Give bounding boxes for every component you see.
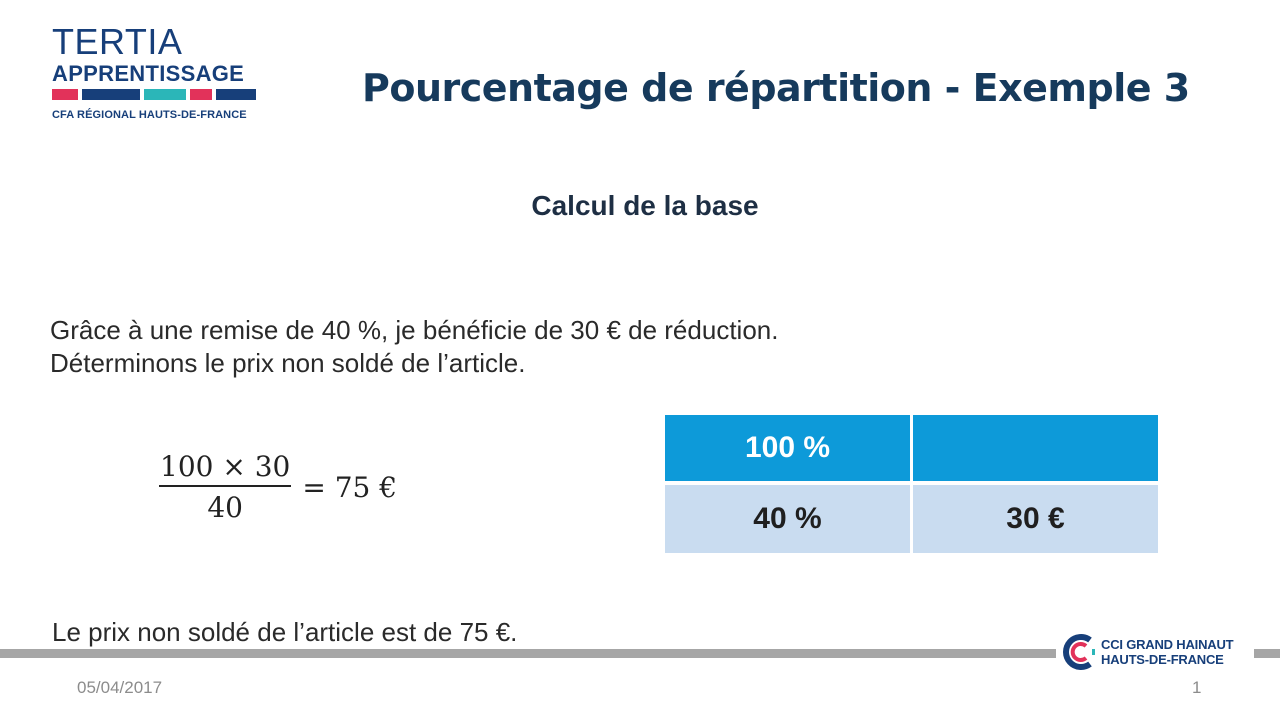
problem-line-1: Grâce à une remise de 40 %, je bénéficie… (50, 315, 779, 345)
conclusion-text: Le prix non soldé de l’article est de 75… (52, 617, 518, 647)
tertia-logo: TERTIA APPRENTISSAGE CFA RÉGIONAL HAUTS-… (52, 22, 262, 121)
slide-title: Pourcentage de répartition - Exemple 3 (362, 66, 1190, 110)
table-row-header: 100 % (665, 415, 1158, 485)
cci-text: CCI GRAND HAINAUT HAUTS-DE-FRANCE (1101, 637, 1234, 667)
problem-line-2: Déterminons le prix non soldé de l’artic… (50, 348, 526, 378)
logo-bar (52, 89, 78, 100)
table-row: 40 % 30 € (665, 483, 1158, 553)
calculation-formula: 100 × 30 40 = 75 € (156, 450, 397, 524)
logo-cfa-text: CFA RÉGIONAL HAUTS-DE-FRANCE (52, 109, 247, 121)
proportion-table: 100 % 40 % 30 € (665, 415, 1158, 553)
footer-divider (0, 649, 1280, 658)
footer-date: 05/04/2017 (77, 678, 163, 697)
table-cell-percent: 40 % (665, 483, 913, 553)
cci-line-2: HAUTS-DE-FRANCE (1101, 652, 1224, 667)
fraction-bar (159, 485, 292, 487)
logo-bar (144, 89, 186, 100)
logo-bar (216, 89, 256, 100)
table-cell-amount-total (911, 415, 1158, 485)
logo-apprentissage-text: APPRENTISSAGE (52, 61, 245, 86)
page-number: 1 (1192, 678, 1202, 697)
cci-line-1: CCI GRAND HAINAUT (1101, 637, 1234, 652)
problem-statement: Grâce à une remise de 40 %, je bénéficie… (50, 314, 778, 380)
table-cell-percent-total: 100 % (665, 415, 913, 485)
fraction-denominator: 40 (207, 491, 243, 524)
cci-emblem-icon (1063, 634, 1095, 670)
logo-color-bars (52, 89, 256, 100)
section-subtitle: Calcul de la base (531, 190, 759, 221)
logo-bar (82, 89, 140, 100)
fraction: 100 × 30 40 (156, 450, 294, 524)
table-cell-amount: 30 € (911, 483, 1158, 553)
formula-result: = 75 € (302, 470, 398, 504)
logo-tertia-text: TERTIA (52, 21, 183, 62)
cci-logo: CCI GRAND HAINAUT HAUTS-DE-FRANCE (1056, 624, 1254, 680)
logo-bar (190, 89, 212, 100)
fraction-numerator: 100 × 30 (160, 450, 291, 483)
